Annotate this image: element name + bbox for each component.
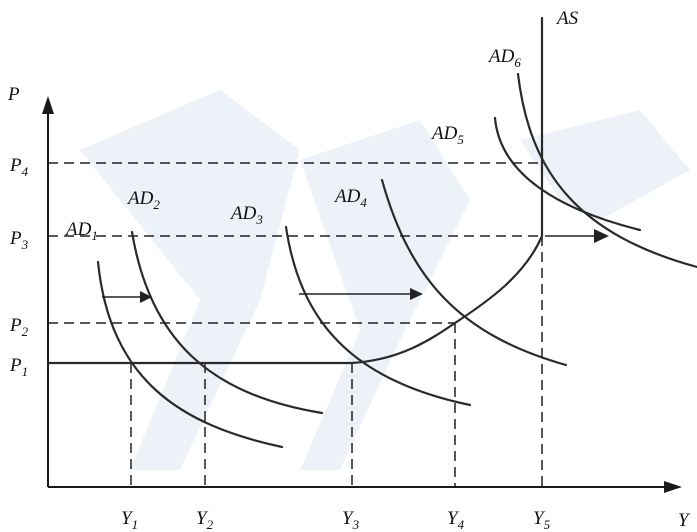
ad6-curve: [516, 72, 697, 269]
as-curve: [46, 16, 544, 365]
shift-arrowhead-3: [594, 229, 609, 243]
ad2-curve: [130, 230, 324, 415]
ad2-label: AD2: [126, 188, 160, 212]
ad1-label: AD1: [64, 219, 98, 243]
ad1-curve: [96, 260, 284, 449]
p3-label: P3: [9, 228, 29, 252]
x-axis-arrowhead: [664, 481, 682, 493]
y2-label: Y2: [196, 508, 214, 532]
ad4-curve: [380, 178, 568, 367]
ad5-curve: [493, 116, 642, 232]
p4-label: P4: [9, 155, 29, 179]
p1-label: P1: [9, 355, 28, 379]
ad6-label: AD6: [487, 46, 521, 70]
guide-lines: [48, 162, 543, 487]
ad3-label: AD3: [229, 203, 263, 227]
ad4-label: AD4: [333, 186, 367, 210]
watermark: [80, 90, 690, 470]
y-axis-arrowhead: [42, 96, 54, 114]
shift-arrows: [102, 229, 609, 303]
shift-arrowhead-2: [410, 288, 423, 300]
shift-arrowhead-1: [140, 291, 152, 303]
as-label: AS: [555, 8, 579, 29]
y3-label: Y3: [342, 508, 360, 532]
y4-label: Y4: [447, 508, 465, 532]
y1-label: Y1: [121, 508, 138, 532]
ad5-label: AD5: [430, 123, 464, 147]
ad3-curve: [284, 225, 472, 407]
p2-label: P2: [9, 315, 29, 339]
y5-label: Y5: [533, 508, 551, 532]
y-axis-label: P: [7, 84, 20, 105]
x-axis-label: Y: [678, 510, 691, 531]
